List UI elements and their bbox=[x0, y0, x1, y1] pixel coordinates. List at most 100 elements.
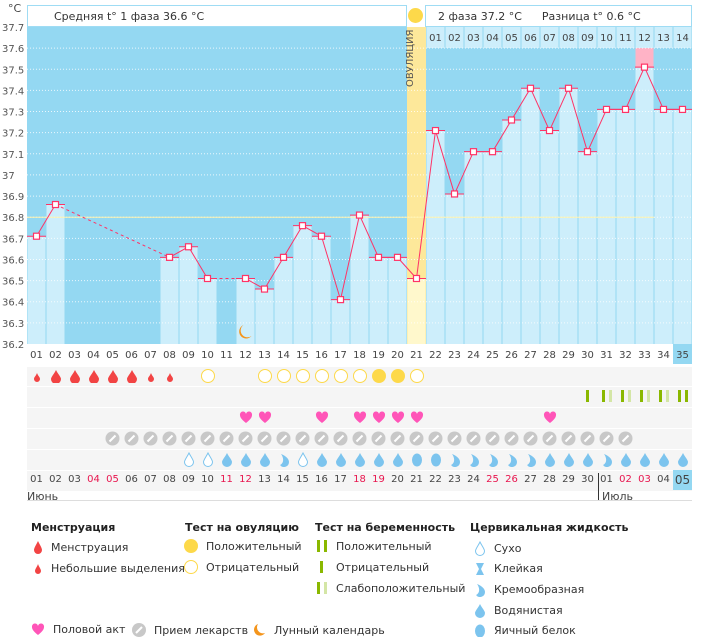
cycle-day-label: 28 bbox=[543, 350, 556, 361]
temperature-bar bbox=[445, 193, 464, 344]
calendar-date[interactable]: 21 bbox=[410, 474, 423, 485]
drop-icon bbox=[84, 366, 103, 386]
empty-circle-icon bbox=[312, 366, 331, 386]
phase2-day-label: 08 bbox=[562, 33, 575, 44]
phase2-day-cell bbox=[559, 27, 578, 48]
temperature-bar bbox=[426, 130, 445, 344]
phase2-day-label: 05 bbox=[505, 33, 518, 44]
calendar-date[interactable]: 04 bbox=[87, 474, 100, 485]
unit-label: °C bbox=[8, 2, 22, 15]
calendar-date[interactable]: 10 bbox=[201, 474, 214, 485]
calendar-date[interactable]: 03 bbox=[68, 474, 81, 485]
cycle-day-label: 24 bbox=[467, 350, 480, 361]
calendar-date[interactable]: 23 bbox=[448, 474, 461, 485]
calendar-date[interactable]: 07 bbox=[144, 474, 157, 485]
empty-circle-icon bbox=[293, 366, 312, 386]
pill-icon bbox=[407, 428, 426, 448]
watery-drop-icon bbox=[236, 449, 255, 469]
temperature-line-segment bbox=[549, 88, 569, 131]
calendar-date[interactable]: 12 bbox=[239, 474, 252, 485]
temperature-line-segment bbox=[264, 257, 284, 290]
calendar-date[interactable]: 06 bbox=[125, 474, 138, 485]
calendar-date[interactable]: 02 bbox=[49, 474, 62, 485]
calendar-date[interactable]: 24 bbox=[467, 474, 480, 485]
pill-icon bbox=[293, 428, 312, 448]
temperature-point bbox=[583, 148, 592, 156]
temperature-bar bbox=[350, 215, 369, 344]
heart-icon bbox=[236, 407, 255, 427]
pill-icon bbox=[559, 428, 578, 448]
temperature-bar bbox=[27, 236, 46, 344]
calendar-date[interactable]: 15 bbox=[296, 474, 309, 485]
symbol-row bbox=[27, 470, 692, 491]
heart-icon bbox=[31, 623, 45, 635]
temperature-bar bbox=[502, 119, 521, 344]
eggwhite-drop-icon bbox=[407, 449, 426, 469]
calendar-date[interactable]: 28 bbox=[543, 474, 556, 485]
temperature-point bbox=[51, 200, 60, 209]
creamy-drop-icon bbox=[502, 449, 521, 469]
calendar-date[interactable]: 08 bbox=[163, 474, 176, 485]
temperature-bar bbox=[673, 109, 692, 344]
pill-icon bbox=[502, 428, 521, 448]
phase2-day-cell bbox=[445, 27, 464, 48]
phase2-day-cell bbox=[426, 27, 445, 48]
divider bbox=[27, 500, 692, 501]
calendar-date[interactable]: 04 bbox=[657, 474, 670, 485]
phase2-day-cell bbox=[502, 27, 521, 48]
temperature-bar bbox=[236, 278, 255, 344]
y-tick-label: 37.6 bbox=[2, 44, 24, 55]
temperature-bar bbox=[540, 130, 559, 344]
temperature-point bbox=[355, 211, 364, 219]
calendar-date[interactable]: 22 bbox=[429, 474, 442, 485]
ovulation-label: ОВУЛЯЦИЯ bbox=[405, 30, 416, 88]
calendar-date[interactable]: 11 bbox=[220, 474, 233, 485]
creamy-drop-icon bbox=[445, 449, 464, 469]
temperature-bar bbox=[483, 151, 502, 344]
calendar-date[interactable]: 17 bbox=[334, 474, 347, 485]
cycle-day-label: 26 bbox=[505, 350, 518, 361]
temperature-point bbox=[678, 105, 687, 114]
temperature-line-segment bbox=[321, 236, 341, 300]
pill-icon bbox=[122, 428, 141, 448]
calendar-date[interactable]: 01 bbox=[30, 474, 43, 485]
legend-cervical-egg: Яичный белок bbox=[474, 623, 576, 637]
temperature-line-segment bbox=[568, 88, 588, 152]
temperature-line-segment bbox=[435, 130, 455, 195]
calendar-date[interactable]: 14 bbox=[277, 474, 290, 485]
cycle-day-label: 06 bbox=[125, 350, 138, 361]
legend-ovulation-positive: Положительный bbox=[184, 539, 302, 553]
calendar-date[interactable]: 25 bbox=[486, 474, 499, 485]
calendar-date[interactable]: 05 bbox=[673, 470, 692, 490]
pill-icon bbox=[255, 428, 274, 448]
calendar-date[interactable]: 02 bbox=[619, 474, 632, 485]
calendar-date[interactable]: 29 bbox=[562, 474, 575, 485]
temperature-line-segment bbox=[55, 204, 170, 258]
calendar-date[interactable]: 27 bbox=[524, 474, 537, 485]
cycle-day-label: 13 bbox=[258, 350, 271, 361]
temperature-bar bbox=[521, 88, 540, 344]
calendar-date[interactable]: 01 bbox=[600, 474, 613, 485]
calendar-date[interactable]: 19 bbox=[372, 474, 385, 485]
month-june: Июнь bbox=[27, 490, 59, 503]
calendar-date[interactable]: 20 bbox=[391, 474, 404, 485]
empty-circle-icon bbox=[255, 366, 274, 386]
cycle-day-label: 30 bbox=[581, 350, 594, 361]
calendar-date[interactable]: 18 bbox=[353, 474, 366, 485]
calendar-date[interactable]: 26 bbox=[505, 474, 518, 485]
cycle-day-label: 17 bbox=[334, 350, 347, 361]
calendar-date[interactable]: 09 bbox=[182, 474, 195, 485]
temperature-point bbox=[279, 253, 288, 261]
drop-icon bbox=[122, 366, 141, 386]
drop-icon bbox=[46, 366, 65, 386]
phase2-day-cell bbox=[635, 27, 654, 48]
calendar-date[interactable]: 05 bbox=[106, 474, 119, 485]
cycle-day-label: 22 bbox=[429, 350, 442, 361]
temperature-bar bbox=[312, 236, 331, 344]
calendar-date[interactable]: 30 bbox=[581, 474, 594, 485]
cycle-day-label: 15 bbox=[296, 350, 309, 361]
calendar-date[interactable]: 13 bbox=[258, 474, 271, 485]
calendar-date[interactable]: 16 bbox=[315, 474, 328, 485]
watery-drop-icon bbox=[559, 449, 578, 469]
calendar-date[interactable]: 03 bbox=[638, 474, 651, 485]
